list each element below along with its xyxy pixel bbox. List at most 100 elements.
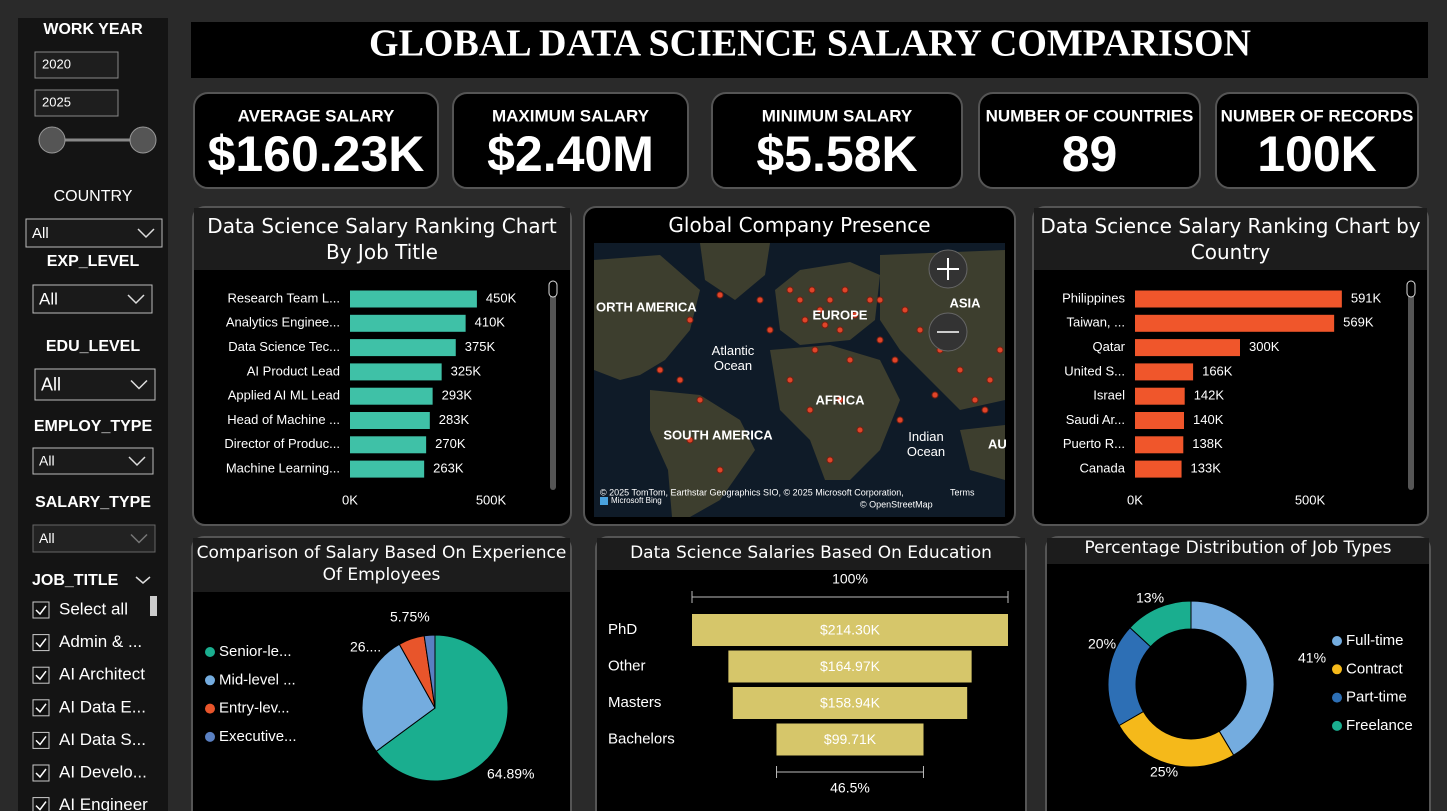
company-dot bbox=[851, 311, 859, 319]
value-label: 20% bbox=[1088, 636, 1116, 652]
value-label: 300K bbox=[1249, 339, 1280, 354]
legend-marker bbox=[1332, 664, 1342, 675]
bar bbox=[1135, 412, 1184, 429]
category-label: Saudi Ar... bbox=[1066, 412, 1125, 427]
map-attribution: © 2025 TomTom, Earthstar Geographics SIO… bbox=[600, 487, 904, 497]
funnel-bar bbox=[776, 723, 924, 756]
filter-label: JOB_TITLE bbox=[32, 572, 119, 589]
value-label: 270K bbox=[435, 436, 466, 451]
category-label: Taiwan, ... bbox=[1066, 315, 1125, 330]
category-label: Qatar bbox=[1092, 339, 1125, 354]
bar bbox=[1135, 339, 1240, 357]
year-end: 2025 bbox=[42, 94, 71, 109]
ratio-bracket bbox=[776, 766, 924, 778]
check bbox=[35, 735, 47, 746]
legend-label: Mid-level ... bbox=[219, 671, 296, 688]
checkbox[interactable] bbox=[32, 666, 50, 684]
company-dot bbox=[766, 326, 774, 334]
checkbox[interactable] bbox=[32, 699, 50, 717]
chevron bbox=[128, 456, 146, 467]
legend-marker bbox=[205, 703, 215, 714]
legend-label: Freelance bbox=[1346, 717, 1413, 734]
map-label: ORTH AMERICA bbox=[596, 299, 697, 314]
page-title: GLOBAL DATA SCIENCE SALARY COMPARISON bbox=[369, 23, 1251, 65]
company-dot bbox=[856, 426, 864, 434]
chevron bbox=[130, 533, 148, 544]
scrollbar bbox=[550, 283, 556, 490]
checkbox[interactable] bbox=[32, 634, 50, 652]
category-label: Machine Learning... bbox=[226, 461, 340, 476]
company-dot bbox=[821, 321, 829, 329]
value-label: $164.97K bbox=[820, 658, 881, 674]
check bbox=[35, 703, 47, 713]
company-dot bbox=[716, 466, 724, 474]
company-dot bbox=[686, 436, 694, 444]
checkbox[interactable] bbox=[32, 731, 50, 749]
year-input[interactable] bbox=[34, 51, 119, 79]
company-dot bbox=[996, 346, 1004, 354]
value-label: 26.... bbox=[350, 639, 381, 655]
panel-header bbox=[193, 538, 570, 592]
company-dot bbox=[981, 406, 989, 414]
company-dot bbox=[836, 326, 844, 334]
panel-title: Comparison of Salary Based On Experience… bbox=[196, 543, 567, 586]
land bbox=[775, 262, 880, 345]
value-label: 25% bbox=[1150, 764, 1178, 780]
dropdown-value: All bbox=[32, 225, 49, 242]
bing-logo bbox=[600, 497, 608, 505]
category-label: Research Team L... bbox=[228, 290, 340, 305]
job-option: Admin & ... bbox=[59, 632, 142, 651]
value-label: 13% bbox=[1136, 590, 1164, 606]
company-dot bbox=[676, 376, 684, 384]
category-label: Data Science Tec... bbox=[228, 339, 340, 354]
job-option: AI Architect bbox=[59, 665, 145, 684]
kpi-label: MINIMUM SALARY bbox=[762, 106, 913, 125]
filter-label: WORK YEAR bbox=[43, 21, 143, 38]
ratio-label: 46.5% bbox=[830, 780, 870, 796]
value-label: 140K bbox=[1193, 412, 1224, 427]
bar bbox=[1135, 436, 1184, 454]
category-label: PhD bbox=[608, 621, 637, 638]
checkbox[interactable] bbox=[32, 764, 50, 782]
year-input[interactable] bbox=[34, 89, 119, 117]
value-label: 138K bbox=[1192, 436, 1223, 451]
slider-knob[interactable] bbox=[38, 126, 66, 154]
kpi-label: NUMBER OF COUNTRIES bbox=[986, 106, 1194, 125]
scrollbar-thumb bbox=[548, 280, 558, 298]
value-label: 375K bbox=[465, 339, 496, 354]
kpi-card bbox=[711, 92, 963, 189]
donut-slice bbox=[1190, 600, 1275, 756]
legend-label: Entry-lev... bbox=[219, 700, 290, 717]
legend-marker bbox=[205, 675, 215, 686]
company-dot bbox=[786, 376, 794, 384]
company-dot bbox=[686, 316, 694, 324]
value-label: 410K bbox=[475, 315, 506, 330]
checkbox[interactable] bbox=[32, 601, 50, 619]
panel bbox=[1032, 206, 1429, 526]
x-tick-label: 0K bbox=[1127, 492, 1143, 507]
year-start: 2020 bbox=[42, 56, 71, 71]
land bbox=[960, 425, 1005, 480]
job-option: AI Develo... bbox=[59, 762, 147, 781]
company-dot bbox=[826, 296, 834, 304]
map-label: EUROPE bbox=[813, 307, 868, 322]
category-label: Canada bbox=[1079, 461, 1125, 476]
filter-label: EMPLOY_TYPE bbox=[34, 418, 153, 435]
chevron bbox=[137, 228, 155, 239]
check bbox=[35, 605, 47, 616]
legend-label: Part-time bbox=[1346, 689, 1407, 706]
slider-knob[interactable] bbox=[129, 126, 157, 154]
category-label: Philippines bbox=[1062, 290, 1125, 305]
funnel-bar bbox=[732, 687, 968, 719]
company-dot bbox=[866, 296, 874, 304]
map-label: Indian Ocean bbox=[907, 429, 945, 459]
dropdown[interactable] bbox=[25, 218, 163, 248]
panel-header bbox=[1034, 208, 1427, 270]
check bbox=[35, 768, 47, 779]
company-dot bbox=[891, 356, 899, 364]
category-label: Bachelors bbox=[608, 730, 675, 747]
bar bbox=[1135, 314, 1335, 332]
category-label: Other bbox=[608, 657, 646, 674]
legend-label: Contract bbox=[1346, 660, 1404, 677]
kpi-label: AVERAGE SALARY bbox=[238, 106, 395, 125]
